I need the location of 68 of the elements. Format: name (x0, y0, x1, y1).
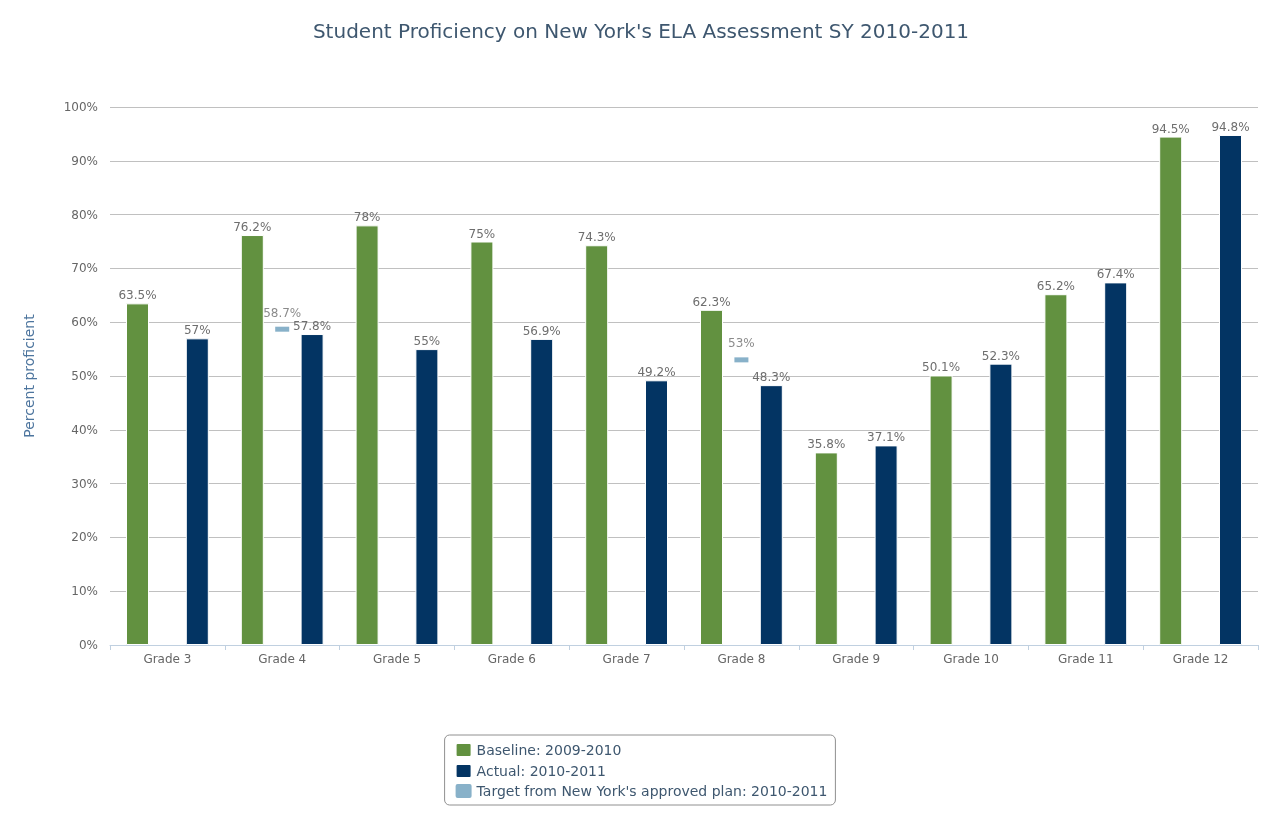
data-label: 53% (728, 336, 755, 351)
chart-title: Student Proficiency on New York's ELA Assessment SY 2010-2011 (312, 19, 970, 43)
bar (645, 380, 668, 645)
data-label: 35.8% (807, 437, 846, 452)
bar (530, 338, 554, 645)
bar (415, 349, 439, 645)
y-tick-label: 20% (71, 530, 98, 545)
y-tick-label: 90% (71, 153, 98, 168)
bar (470, 241, 494, 645)
data-label: 94.8% (1211, 119, 1250, 134)
y-tick-label: 10% (71, 584, 98, 599)
data-label: 94.5% (1151, 121, 1190, 136)
bar (240, 235, 264, 645)
x-tick-label: Grade 9 (832, 652, 881, 666)
bar (1104, 282, 1128, 645)
data-label: 56.9% (522, 323, 561, 338)
y-tick-label: 70% (71, 261, 98, 276)
data-label: 62.3% (692, 294, 731, 309)
legend-label: Target from New York's approved plan: 2010-2011 (475, 783, 828, 799)
data-label: 65.2% (1036, 279, 1075, 294)
data-label: 58.7% (263, 305, 302, 320)
bar (300, 334, 324, 645)
bar (355, 225, 379, 645)
data-label: 48.3% (752, 370, 791, 385)
bar (874, 445, 898, 645)
x-tick-label: Grade 6 (487, 652, 536, 666)
bar (585, 245, 609, 645)
y-tick-label: 0% (78, 638, 98, 652)
bar (929, 375, 953, 645)
legend-label: Actual: 2010-2011 (476, 763, 606, 779)
y-tick-label: 80% (71, 207, 98, 222)
x-tick-label: Grade 7 (602, 652, 651, 666)
data-label: 55% (413, 334, 441, 349)
data-label: 74.3% (577, 230, 616, 245)
x-tick-label: Grade 3 (143, 652, 192, 666)
x-tick-label: Grade 5 (372, 652, 422, 666)
bar (1219, 134, 1242, 645)
y-tick-label: 30% (71, 476, 98, 491)
x-tick-label: Grade 12 (1172, 652, 1229, 666)
bar (814, 452, 838, 645)
y-tick-label: 50% (71, 369, 98, 383)
x-tick-label: Grade 11 (1057, 652, 1114, 666)
data-label: 67.4% (1096, 267, 1135, 282)
data-label: 63.5% (118, 288, 157, 303)
bar (989, 363, 1013, 645)
data-label: 50.1% (922, 360, 961, 375)
data-label: 37.1% (867, 430, 906, 445)
legend-label: Baseline: 2009-2010 (476, 742, 622, 758)
bar (700, 309, 723, 645)
bar (1044, 294, 1068, 645)
y-tick-label: 100% (63, 100, 98, 114)
y-tick-label: 40% (71, 422, 98, 437)
bar (185, 338, 209, 645)
bar (126, 303, 149, 645)
data-label: 57% (183, 323, 211, 338)
y-axis-title: Percent proficient (21, 313, 37, 438)
data-label: 78% (353, 210, 381, 225)
y-tick-label: 60% (71, 315, 98, 330)
x-tick-label: Grade 8 (717, 652, 766, 666)
data-label: 52.3% (981, 348, 1020, 363)
data-label: 76.2% (233, 220, 272, 235)
data-label: 57.8% (293, 319, 332, 334)
x-tick-label: Grade 10 (943, 652, 999, 666)
bar (1159, 136, 1183, 645)
x-tick-label: Grade 4 (258, 652, 307, 666)
data-label: 75% (468, 226, 496, 241)
data-label: 49.2% (637, 365, 676, 380)
bar (759, 385, 783, 645)
